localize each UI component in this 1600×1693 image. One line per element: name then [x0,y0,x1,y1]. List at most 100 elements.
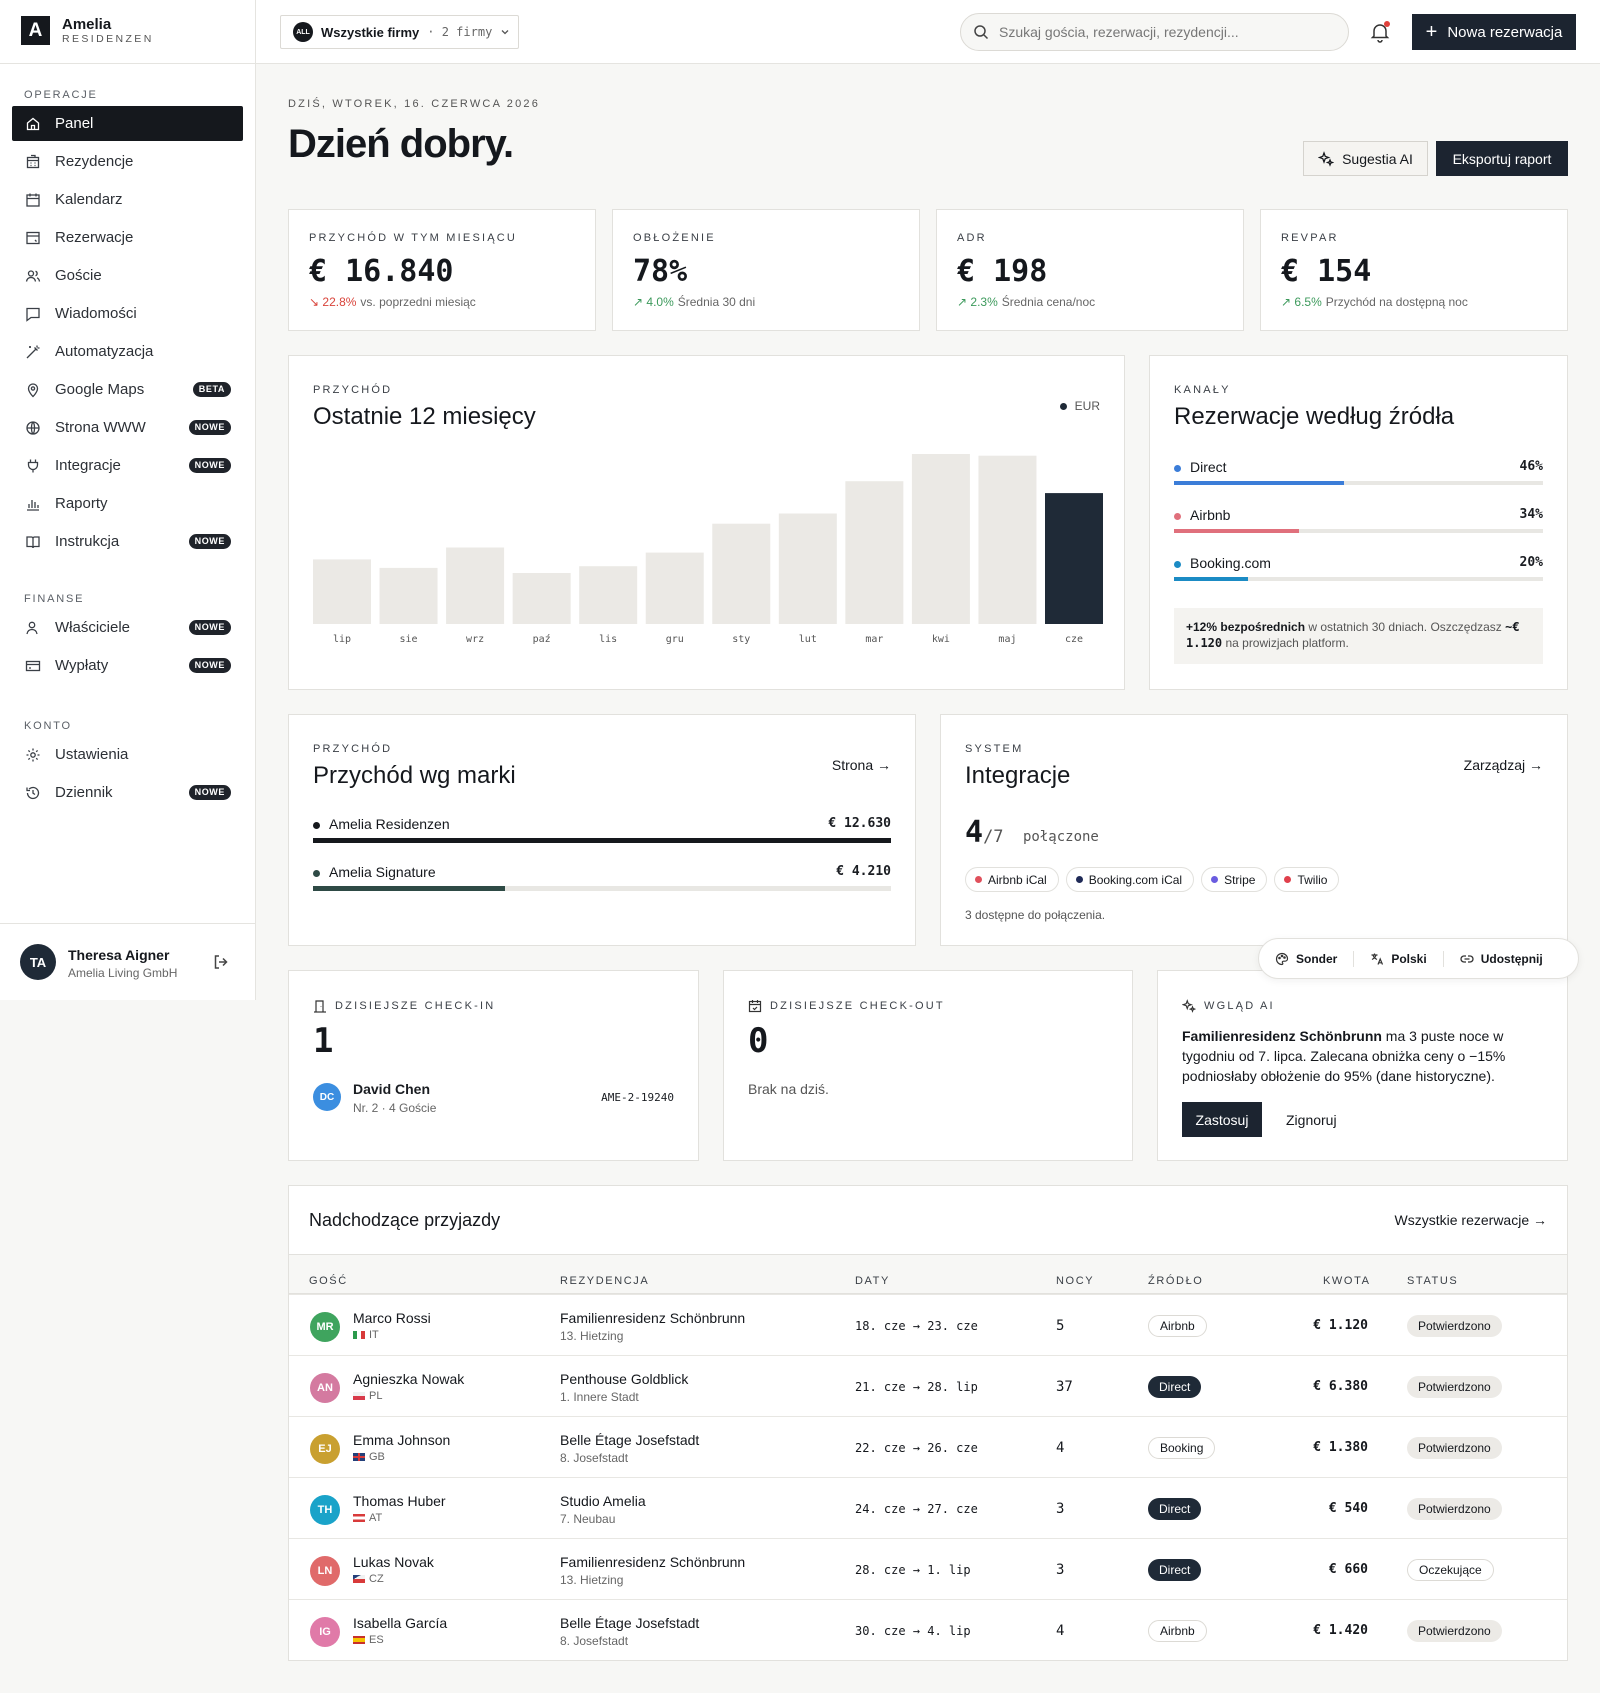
search-input[interactable] [999,24,1329,40]
chart-bar-lip[interactable] [313,559,371,624]
sidebar-item-właściciele[interactable]: Właściciele NOWE [12,610,243,645]
sidebar-item-google-maps[interactable]: Google Maps BETA [12,372,243,407]
chart-bar-sty[interactable] [712,523,771,624]
col-guest[interactable]: GOŚĆ [309,1275,348,1287]
translate-icon [1371,953,1384,965]
chart-bar-maj[interactable] [978,455,1037,624]
book-icon [25,534,41,550]
logout-icon[interactable] [212,953,230,971]
integration-chip[interactable]: Booking.com iCal [1065,867,1195,892]
col-source[interactable]: ŹRÓDŁO [1148,1275,1204,1287]
sidebar-item-wiadomości[interactable]: Wiadomości [12,296,243,331]
sidebar-item-rezerwacje[interactable]: Rezerwacje [12,220,243,255]
guest-name[interactable]: Agnieszka Nowak [353,1371,465,1387]
integration-status-dot [975,876,982,883]
guest-name[interactable]: Thomas Huber [353,1493,446,1509]
revenue-card-label: PRZYCHÓD [313,384,393,396]
export-report-button[interactable]: Eksportuj raport [1436,141,1568,176]
sidebar-item-raporty[interactable]: Raporty [12,486,243,521]
brand[interactable]: A Amelia RESIDENZEN [21,16,154,45]
sidebar-item-automatyzacja[interactable]: Automatyzacja [12,334,243,369]
sidebar-item-integracje[interactable]: Integracje NOWE [12,448,243,483]
sidebar-item-goście[interactable]: Goście [12,258,243,293]
chart-bar-paź[interactable] [512,573,571,624]
integrations-card: SYSTEM Integracje Zarządzaj → 4/7 połącz… [940,714,1568,946]
search-icon [974,25,989,40]
sidebar-item-label: Właściciele [55,619,131,636]
new-reservation-button[interactable]: + Nowa rezerwacja [1412,14,1576,50]
col-dates[interactable]: DATY [855,1275,890,1287]
chart-bar-cze[interactable] [1045,493,1103,624]
kpi-card: REVPAR € 154 ↗ 6.5% Przychód na dostępną no… [1260,209,1568,331]
chart-bar-mar[interactable] [845,481,904,624]
flag-it-icon [353,1331,365,1339]
calendar-icon [25,192,41,208]
share-button[interactable]: Udostępnij [1444,952,1559,966]
integration-chip[interactable]: Stripe [1201,867,1268,892]
col-residence[interactable]: REZYDENCJA [560,1275,650,1287]
col-amount[interactable]: KWOTA [1323,1275,1371,1287]
legend-dot [1059,402,1067,410]
user-avatar[interactable]: TA [20,944,56,980]
ai-insight-label-text: WGLĄD AI [1204,1000,1275,1012]
apply-button[interactable]: Zastosuj [1182,1102,1262,1137]
sidebar-item-panel[interactable]: Panel [12,106,243,141]
sonder-button[interactable]: Sonder [1259,952,1353,966]
sidebar-divider [0,63,256,64]
notifications-bell-icon[interactable] [1368,20,1392,44]
ai-suggestion-button[interactable]: Sugestia AI [1303,141,1428,176]
language-button[interactable]: Polski [1354,952,1442,966]
checkin-guest-name[interactable]: David Chen [353,1081,431,1097]
table-row[interactable]: IG Isabella García ES Belle Étage Josefstad… [289,1599,1567,1660]
ignore-button[interactable]: Zignoruj [1286,1111,1337,1128]
chart-bar-lis[interactable] [579,566,638,624]
company-selector[interactable]: ALL Wszystkie firmy · 2 firmy [280,15,519,49]
kpi-card: PRZYCHÓD W TYM MIESIĄCU € 16.840 ↘ 22.8% vs… [288,209,596,331]
flag-at-icon [353,1514,365,1522]
table-row[interactable]: TH Thomas Huber AT Studio Amelia 7. Neubau 24… [289,1477,1567,1538]
all-reservations-link[interactable]: Wszystkie rezerwacje → [1394,1212,1547,1228]
integration-chip[interactable]: Twilio [1274,867,1340,892]
chart-bar-sie[interactable] [379,567,438,624]
chart-bar-kwi[interactable] [911,454,970,624]
table-row[interactable]: LN Lukas Novak CZ Familienresidenz Schönbru… [289,1538,1567,1599]
guest-name[interactable]: Emma Johnson [353,1432,451,1448]
booking-amount: € 1.420 [1313,1623,1368,1638]
sidebar-item-wypłaty[interactable]: Wypłaty NOWE [12,648,243,683]
nights-count: 3 [1056,1501,1065,1517]
kpi-subline: ↗ 2.3% Średnia cena/noc [957,295,1095,309]
sidebar-item-dziennik[interactable]: Dziennik NOWE [12,775,243,810]
guest-name[interactable]: Marco Rossi [353,1310,431,1326]
link-icon [1460,954,1474,963]
integrations-card-title: Integracje [965,762,1071,789]
guest-name[interactable]: Lukas Novak [353,1554,434,1570]
chart-tick-label: mar [865,634,883,645]
status-badge: Potwierdzono [1407,1620,1502,1642]
search-bar[interactable] [960,13,1349,51]
brand-name: Amelia Signature [329,864,436,880]
kpi-note: Przychód na dostępną noc [1325,295,1468,309]
sidebar-item-ustawienia[interactable]: Ustawienia [12,737,243,772]
guest-name[interactable]: Isabella García [353,1615,448,1631]
sidebar-item-label: Raporty [55,495,108,512]
chart-bar-gru[interactable] [645,552,704,624]
table-row[interactable]: AN Agnieszka Nowak PL Penthouse Goldblick 1.… [289,1355,1567,1416]
sidebar-badge: NOWE [188,420,231,435]
sidebar-item-rezydencje[interactable]: Rezydencje [12,144,243,179]
col-status[interactable]: STATUS [1407,1275,1459,1287]
sidebar: A Amelia RESIDENZEN OPERACJE Panel Rezyden… [0,0,256,1000]
table-row[interactable]: MR Marco Rossi IT Familienresidenz Schönbru… [289,1294,1567,1355]
sidebar-item-instrukcja[interactable]: Instrukcja NOWE [12,524,243,559]
sidebar-item-strona-www[interactable]: Strona WWW NOWE [12,410,243,445]
chart-bar-wrz[interactable] [446,547,505,625]
table-row[interactable]: EJ Emma Johnson GB Belle Étage Josefstadt 8.… [289,1416,1567,1477]
source-badge: Airbnb [1148,1315,1207,1337]
brand-page-link[interactable]: Strona → [831,757,891,773]
chevron-down-icon [501,30,509,35]
chart-bar-lut[interactable] [778,513,837,625]
manage-integrations-link[interactable]: Zarządzaj → [1463,757,1543,773]
col-nights[interactable]: NOCY [1056,1275,1095,1287]
integration-chip[interactable]: Airbnb iCal [965,867,1059,892]
sidebar-item-kalendarz[interactable]: Kalendarz [12,182,243,217]
chart-tick-label: sie [400,634,418,645]
